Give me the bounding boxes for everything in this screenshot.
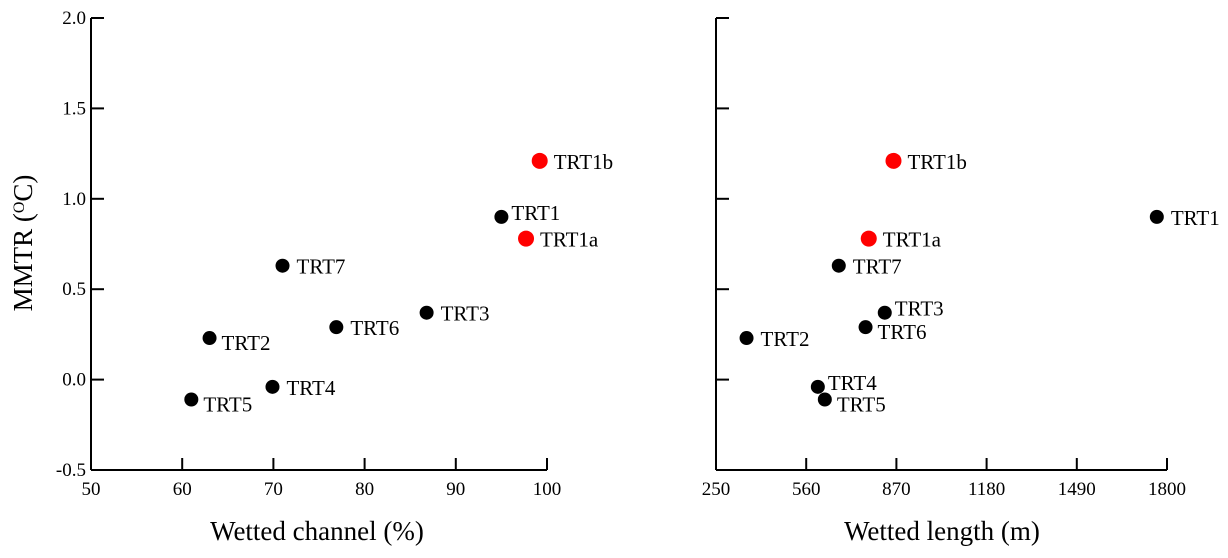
left-point-trt1 <box>494 209 509 224</box>
right-x-tick-label: 1180 <box>968 479 1005 500</box>
left-point-trt2 <box>202 331 217 346</box>
left-x-axis-title: Wetted channel (%) <box>210 516 424 546</box>
right-point-trt1b <box>885 152 902 169</box>
right-point-trt5 <box>817 392 832 407</box>
right-point-label-trt4: TRT4 <box>828 371 877 395</box>
right-point-label-trt6: TRT6 <box>878 320 927 344</box>
right-x-tick-label: 560 <box>792 479 821 500</box>
right-x-tick-label: 870 <box>882 479 911 500</box>
left-point-label-trt2: TRT2 <box>222 331 271 355</box>
left-point-label-trt7: TRT7 <box>297 255 346 279</box>
left-point-trt1a <box>518 230 535 247</box>
left-point-label-trt1b: TRT1b <box>554 150 613 174</box>
left-point-trt4 <box>265 379 280 394</box>
right-x-tick-label: 1800 <box>1148 479 1186 500</box>
left-point-label-trt1: TRT1 <box>511 201 560 225</box>
y-axis-title-main: MMTR ( <box>8 213 38 311</box>
left-point-trt6 <box>329 320 344 335</box>
left-point-trt7 <box>275 258 290 273</box>
right-x-tick-label: 250 <box>702 479 731 500</box>
right-x-axis-title: Wetted length (m) <box>844 516 1040 546</box>
left-x-tick-label: 80 <box>355 479 374 500</box>
right-point-trt3 <box>877 305 892 320</box>
right-point-trt1 <box>1149 209 1164 224</box>
right-point-label-trt1: TRT1 <box>1171 206 1220 230</box>
left-x-tick-label: 60 <box>173 479 192 500</box>
right-point-label-trt5: TRT5 <box>837 392 886 416</box>
left-point-trt5 <box>184 392 199 407</box>
left-y-tick-label: 0.5 <box>62 279 86 300</box>
left-x-tick-label: 70 <box>264 479 283 500</box>
y-axis-title-superscript: O <box>11 202 28 214</box>
right-point-trt6 <box>858 320 873 335</box>
left-point-label-trt5: TRT5 <box>203 392 252 416</box>
left-point-label-trt1a: TRT1a <box>540 228 599 252</box>
left-x-tick-label: 90 <box>446 479 465 500</box>
left-point-trt1b <box>531 152 548 169</box>
right-point-label-trt2: TRT2 <box>761 327 810 351</box>
left-x-tick-label: 50 <box>82 479 101 500</box>
y-axis-title-unit: C) <box>8 175 38 202</box>
right-point-trt7 <box>831 258 846 273</box>
right-point-trt2 <box>739 331 754 346</box>
left-scatter-panel: Wetted channel (%) MMTR (OC) -0.5 0.0 0.5 1… <box>8 8 613 546</box>
right-point-trt4 <box>810 379 825 394</box>
right-point-label-trt1a: TRT1a <box>883 228 942 252</box>
left-point-label-trt6: TRT6 <box>350 316 399 340</box>
left-point-trt3 <box>419 305 434 320</box>
left-y-tick-label: 1.5 <box>62 98 86 119</box>
left-y-tick-label: 1.0 <box>62 189 86 210</box>
right-scatter-panel: Wetted length (m) 250 560 870 1180 1490 1800 T… <box>702 17 1220 546</box>
y-axis-title: MMTR (OC) <box>8 175 38 312</box>
left-point-label-trt3: TRT3 <box>441 302 490 326</box>
left-y-tick-label: -0.5 <box>56 460 86 481</box>
left-point-label-trt4: TRT4 <box>286 376 335 400</box>
right-point-label-trt3: TRT3 <box>895 297 944 321</box>
left-y-tick-label: 0.0 <box>62 370 86 391</box>
right-point-label-trt7: TRT7 <box>853 255 902 279</box>
left-x-tick-label: 100 <box>533 479 562 500</box>
left-y-tick-label: 2.0 <box>62 8 86 29</box>
right-point-trt1a <box>860 230 877 247</box>
right-x-tick-label: 1490 <box>1058 479 1096 500</box>
right-point-label-trt1b: TRT1b <box>907 150 966 174</box>
